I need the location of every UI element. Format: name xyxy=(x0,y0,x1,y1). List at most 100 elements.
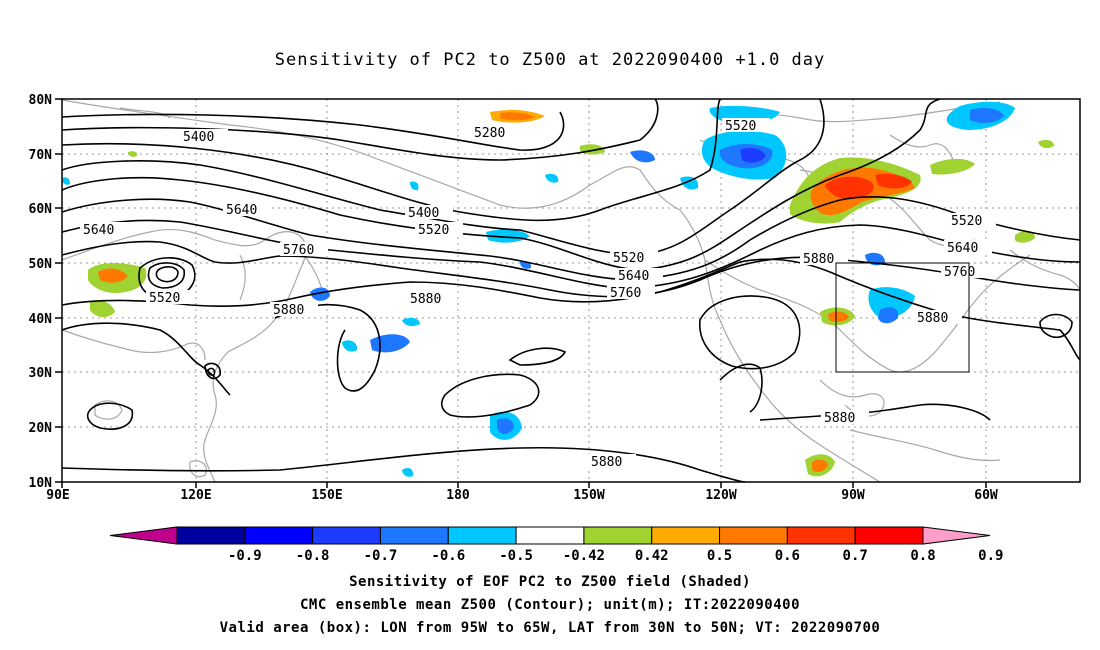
contour-label: 5640 xyxy=(618,269,649,284)
contour-label: 5520 xyxy=(613,251,644,266)
contour-labels: 5400 5280 5520 5640 5400 5520 5640 5520 … xyxy=(80,118,996,470)
colorbar-label: -0.5 xyxy=(499,548,533,564)
colorbar-arrow-high xyxy=(922,526,991,545)
contour-label: 5640 xyxy=(947,241,978,256)
colorbar-label: 0.9 xyxy=(978,548,1003,564)
colorbar-label: 0.42 xyxy=(635,548,669,564)
contour-label: 5880 xyxy=(273,303,304,318)
lon-label: 180 xyxy=(446,488,470,503)
colorbar-swatch xyxy=(312,526,381,545)
colorbar-label: -0.9 xyxy=(228,548,262,564)
negative-patch xyxy=(545,173,559,183)
lat-label: 40N xyxy=(29,312,53,327)
contour-label: 5400 xyxy=(408,206,439,221)
lon-label: 150W xyxy=(573,488,604,503)
negative-patch xyxy=(740,148,766,163)
contour-label: 5280 xyxy=(474,126,505,141)
negative-patch xyxy=(970,108,1004,124)
colorbar: -0.9 -0.8 -0.7 -0.6 -0.5 -0.42 0.42 0.5 0.6 0.7 0.… xyxy=(109,526,1003,564)
lat-label: 30N xyxy=(29,366,53,381)
caption-line-1: Sensitivity of EOF PC2 to Z500 field (Sh… xyxy=(349,574,751,590)
colorbar-label: 0.8 xyxy=(910,548,935,564)
negative-patch xyxy=(878,307,899,324)
negative-patch xyxy=(630,150,655,163)
colorbar-label: -0.6 xyxy=(431,548,465,564)
contour-label: 5640 xyxy=(226,203,257,218)
negative-patch xyxy=(410,181,419,191)
colorbar-label: -0.7 xyxy=(364,548,398,564)
positive-patch xyxy=(930,158,975,175)
negative-patch xyxy=(402,468,414,477)
positive-patch xyxy=(828,311,849,322)
colorbar-swatch xyxy=(786,526,856,545)
colorbar-swatch xyxy=(583,526,653,545)
lon-label: 150E xyxy=(311,488,342,503)
lon-label: 90E xyxy=(46,488,69,503)
negative-patch xyxy=(486,229,530,243)
colorbar-label: 0.7 xyxy=(843,548,868,564)
plot-area xyxy=(62,99,1080,482)
positive-patch xyxy=(1015,230,1035,243)
caption-line-3: Valid area (box): LON from 95W to 65W, L… xyxy=(219,620,881,636)
lon-label: 90W xyxy=(841,488,865,503)
colorbar-swatch xyxy=(854,526,924,545)
negative-patch xyxy=(310,287,330,301)
negative-patch xyxy=(62,177,70,185)
sensitivity-shading xyxy=(62,101,1054,477)
lat-label: 50N xyxy=(29,257,53,272)
colorbar-label: -0.8 xyxy=(296,548,330,564)
contour-label: 5760 xyxy=(283,243,314,258)
colorbar-swatch xyxy=(176,526,246,545)
colorbar-label: 0.5 xyxy=(707,548,732,564)
lat-label: 60N xyxy=(29,202,53,217)
lat-label: 10N xyxy=(29,476,53,491)
colorbar-swatch xyxy=(651,526,721,545)
colorbar-arrow-low xyxy=(109,526,178,545)
colorbar-swatch xyxy=(379,526,449,545)
positive-patch xyxy=(875,173,912,189)
contour-label: 5520 xyxy=(951,214,982,229)
contour-label: 5520 xyxy=(418,223,449,238)
figure-title: Sensitivity of PC2 to Z500 at 2022090400… xyxy=(274,50,826,70)
contour-label: 5640 xyxy=(83,223,114,238)
caption-line-2: CMC ensemble mean Z500 (Contour); unit(m… xyxy=(299,597,800,613)
positive-patch xyxy=(98,268,128,283)
lat-label: 80N xyxy=(29,93,53,108)
colorbar-swatch xyxy=(719,526,788,545)
valid-area-box xyxy=(835,262,970,373)
contour-label: 5880 xyxy=(803,252,834,267)
positive-patch xyxy=(500,112,535,121)
positive-patch xyxy=(825,176,874,200)
lon-axis: 90E 120E 150E 180 150W 120W 90W 60W xyxy=(46,482,998,503)
positive-patch xyxy=(812,459,828,473)
contour-label: 5760 xyxy=(944,265,975,280)
lon-label: 120W xyxy=(705,488,736,503)
positive-patch xyxy=(90,300,115,318)
lon-label: 120E xyxy=(180,488,211,503)
contour-label: 5880 xyxy=(410,292,441,307)
colorbar-label: 0.6 xyxy=(775,548,800,564)
negative-patch xyxy=(342,340,358,352)
contour-label: 5400 xyxy=(183,130,214,145)
lat-axis: 80N 70N 60N 50N 40N 30N 20N 10N xyxy=(29,93,62,491)
lat-label: 20N xyxy=(29,421,53,436)
contour-label: 5520 xyxy=(725,119,756,134)
lat-label: 70N xyxy=(29,148,53,163)
positive-patch xyxy=(128,151,138,157)
colorbar-swatch xyxy=(447,526,517,545)
contour-label: 5880 xyxy=(917,311,948,326)
contour-label: 5880 xyxy=(591,455,622,470)
negative-patch xyxy=(402,317,420,327)
positive-patch xyxy=(1038,139,1054,149)
colorbar-swatch xyxy=(515,526,585,545)
contour-label: 5880 xyxy=(824,411,855,426)
lon-label: 60W xyxy=(974,488,998,503)
colorbar-swatch xyxy=(244,526,314,545)
negative-patch xyxy=(497,418,514,434)
colorbar-label: -0.42 xyxy=(563,548,605,564)
contour-label: 5520 xyxy=(149,291,180,306)
contour-label: 5760 xyxy=(610,286,641,301)
plot-border xyxy=(61,98,1081,483)
